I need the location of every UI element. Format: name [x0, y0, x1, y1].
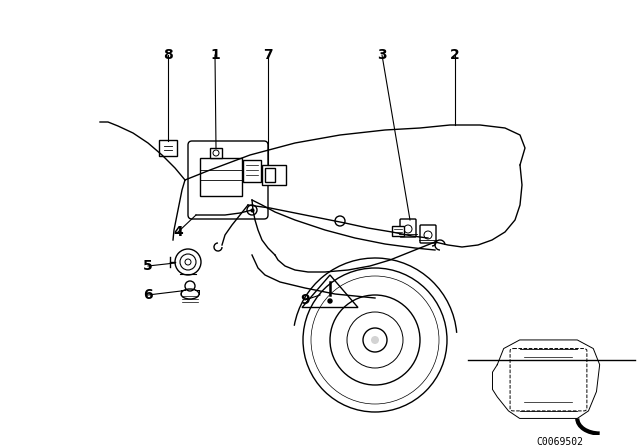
Text: 9: 9 — [300, 293, 310, 307]
FancyBboxPatch shape — [265, 168, 275, 182]
Text: 6: 6 — [143, 288, 153, 302]
Text: 5: 5 — [143, 259, 153, 273]
Text: 8: 8 — [163, 48, 173, 62]
Polygon shape — [302, 275, 358, 307]
FancyBboxPatch shape — [420, 225, 436, 243]
Text: 3: 3 — [377, 48, 387, 62]
Circle shape — [371, 336, 379, 344]
FancyBboxPatch shape — [243, 160, 261, 182]
FancyBboxPatch shape — [188, 141, 268, 219]
FancyBboxPatch shape — [392, 226, 404, 236]
Circle shape — [328, 299, 332, 303]
FancyBboxPatch shape — [262, 165, 286, 185]
Text: 2: 2 — [450, 48, 460, 62]
Text: C0069502: C0069502 — [536, 437, 584, 447]
FancyBboxPatch shape — [400, 219, 416, 237]
Text: 7: 7 — [263, 48, 273, 62]
FancyBboxPatch shape — [159, 140, 177, 156]
Text: 1: 1 — [210, 48, 220, 62]
Text: 4: 4 — [173, 225, 183, 239]
FancyBboxPatch shape — [210, 148, 222, 158]
FancyBboxPatch shape — [200, 158, 242, 196]
